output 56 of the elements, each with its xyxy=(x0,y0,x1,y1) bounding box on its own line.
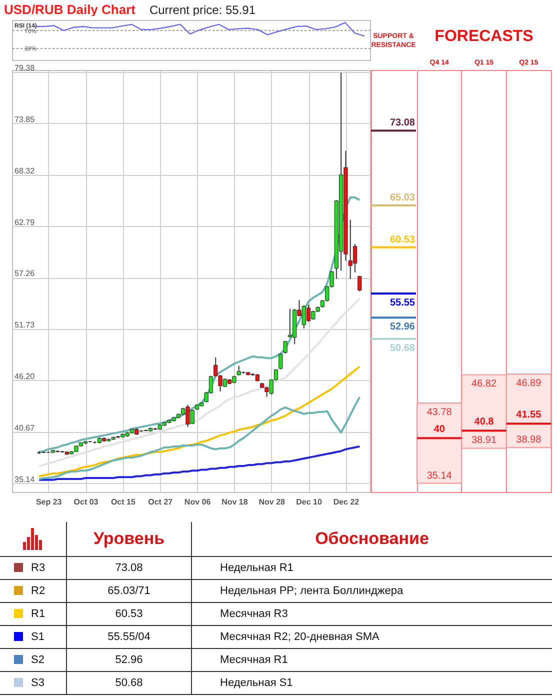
y-tick-label: 35.14 xyxy=(14,474,36,484)
text: Месячная R1 xyxy=(192,648,552,672)
x-tick-label: Oct 15 xyxy=(110,498,136,506)
annotation: 43.78 xyxy=(426,406,452,418)
text: 65.03/71 xyxy=(66,580,192,602)
annotation: 46.82 xyxy=(471,378,497,390)
ref-line-label: 55.55 xyxy=(390,298,416,309)
text: Месячная R2; 20-дневная SMA xyxy=(192,626,552,648)
text: Месячная R3 xyxy=(192,602,552,626)
category-label: R3 xyxy=(0,556,66,580)
category-label: R2 xyxy=(0,580,66,602)
annotation: 35.14 xyxy=(426,470,452,482)
y-tick-label: 51.73 xyxy=(14,320,36,330)
x-tick-label: Nov 06 xyxy=(184,498,212,506)
text: 73.08 xyxy=(66,556,192,580)
category-label: S1 xyxy=(0,626,66,648)
annotation: 41.55 xyxy=(516,410,542,421)
ref-line-label: 73.08 xyxy=(390,118,416,129)
y-tick-label: 46.20 xyxy=(14,372,36,381)
x-tick-label: Dec 10 xyxy=(296,498,322,506)
category-label: S3 xyxy=(0,672,66,694)
text: Уровень xyxy=(66,522,192,556)
x-tick-label: Nov 18 xyxy=(222,498,248,506)
text: Обоснование xyxy=(192,522,552,556)
ref-line-label: 65.03 xyxy=(390,192,416,204)
annotation: 38.91 xyxy=(471,435,497,446)
text: 50.68 xyxy=(66,672,192,694)
ref-line-label: 50.68 xyxy=(390,342,416,354)
text: Недельная PP; лента Боллинджера xyxy=(192,580,552,602)
x-tick-label: Oct 03 xyxy=(74,498,99,506)
annotation: 40 xyxy=(434,424,446,436)
y-tick-label: 57.26 xyxy=(14,269,36,278)
text: 55.55/04 xyxy=(66,626,192,648)
text: Недельная R1 xyxy=(192,556,552,580)
chart-title: USD/RUB Daily Chart xyxy=(4,2,136,17)
y-tick-label: 62.79 xyxy=(14,218,36,227)
category-label: S2 xyxy=(0,648,66,672)
x-tick-label: Oct 27 xyxy=(148,498,174,506)
y-tick-label: 40.67 xyxy=(14,423,36,432)
x-tick-label: Sep 23 xyxy=(36,498,62,506)
y-tick-label: 73.85 xyxy=(14,114,36,124)
annotation: 38.98 xyxy=(516,434,542,446)
x-tick-label: Nov 28 xyxy=(258,498,286,506)
ref-line-label: 52.96 xyxy=(390,322,416,333)
text: 52.96 xyxy=(66,648,192,672)
annotation: 46.89 xyxy=(516,378,542,390)
x-tick-label: Dec 22 xyxy=(333,498,360,506)
annotation: 40.8 xyxy=(474,416,494,428)
text: Недельная S1 xyxy=(192,672,552,694)
y-tick-label: 68.32 xyxy=(14,166,36,176)
ref-line-label: 60.53 xyxy=(390,234,416,246)
chart-title: FORECASTS xyxy=(434,28,534,45)
y-tick-label: 79.38 xyxy=(14,64,36,73)
chart-subtitle: Current price: 55.91 xyxy=(149,3,256,17)
category-label: R1 xyxy=(0,602,66,626)
text: 60.53 xyxy=(66,602,192,626)
